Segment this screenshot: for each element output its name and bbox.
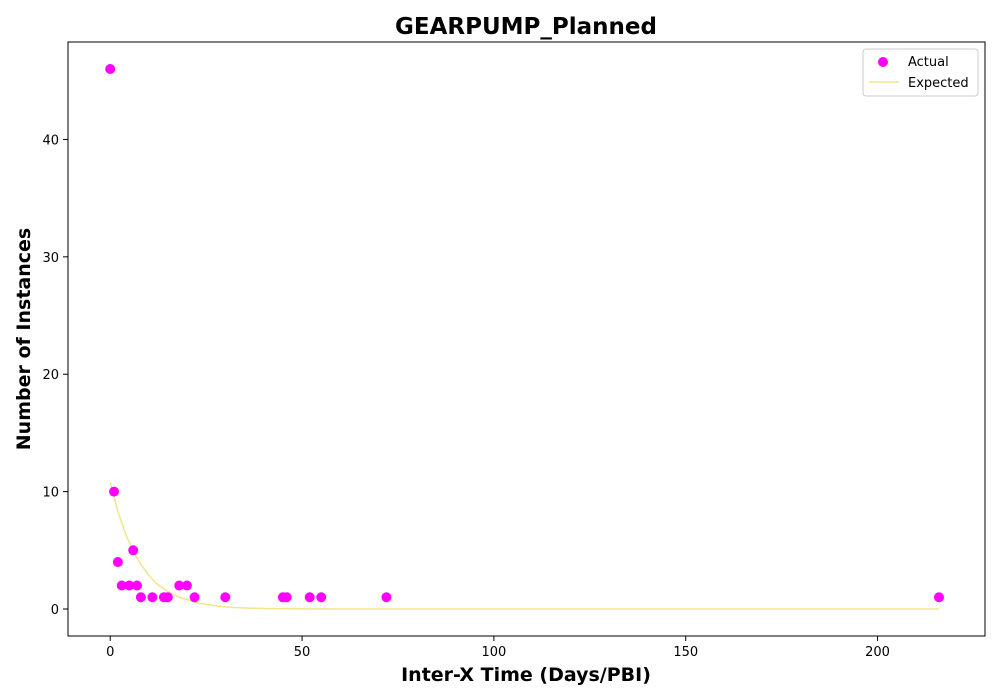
x-tick-label: 0 [106, 645, 114, 660]
actual-data-point [116, 580, 127, 591]
actual-data-point [124, 580, 135, 591]
legend-marker-actual [878, 57, 888, 67]
x-axis-ticks: 0 50 100 150 200 [106, 636, 890, 660]
y-tick-label: 30 [42, 251, 59, 266]
actual-data-point [933, 592, 944, 603]
y-tick-label: 40 [42, 133, 59, 148]
legend-box [862, 48, 979, 97]
actual-data-point [162, 592, 173, 603]
actual-data-point [128, 545, 139, 556]
actual-data-point [174, 580, 185, 591]
y-axis-ticks: 0 10 20 30 40 [42, 133, 68, 618]
x-tick-label: 200 [865, 645, 890, 660]
legend: Actual Expected [862, 48, 979, 97]
x-tick-label: 150 [673, 645, 698, 660]
y-axis-label: Number of Instances [13, 228, 35, 450]
actual-data-point [132, 580, 143, 591]
legend-label-expected: Expected [908, 76, 969, 91]
x-tick-label: 100 [481, 645, 506, 660]
actual-data-point [147, 592, 158, 603]
actual-data-point [381, 592, 392, 603]
actual-data-point [105, 64, 116, 74]
x-tick-label: 50 [294, 645, 311, 660]
actual-data-point [304, 592, 315, 603]
actual-data-point [281, 592, 292, 603]
point-layer [105, 64, 944, 603]
expected-series-line [109, 482, 939, 610]
x-axis-label: Inter-X Time (Days/PBI) [401, 664, 651, 686]
y-tick-label: 10 [42, 486, 59, 501]
actual-data-point [189, 592, 200, 603]
actual-data-point [112, 557, 123, 568]
actual-data-point [316, 592, 327, 603]
actual-data-point [109, 486, 120, 497]
chart-title: GEARPUMP_Planned [395, 14, 657, 40]
line-layer [109, 482, 939, 610]
actual-data-point [181, 580, 192, 591]
actual-data-point [135, 592, 146, 603]
plot-frame [67, 41, 986, 637]
y-tick-label: 20 [42, 368, 59, 383]
actual-data-point [220, 592, 231, 603]
y-tick-label: 0 [51, 603, 59, 618]
legend-label-actual: Actual [908, 55, 949, 70]
plot-area [67, 41, 986, 637]
